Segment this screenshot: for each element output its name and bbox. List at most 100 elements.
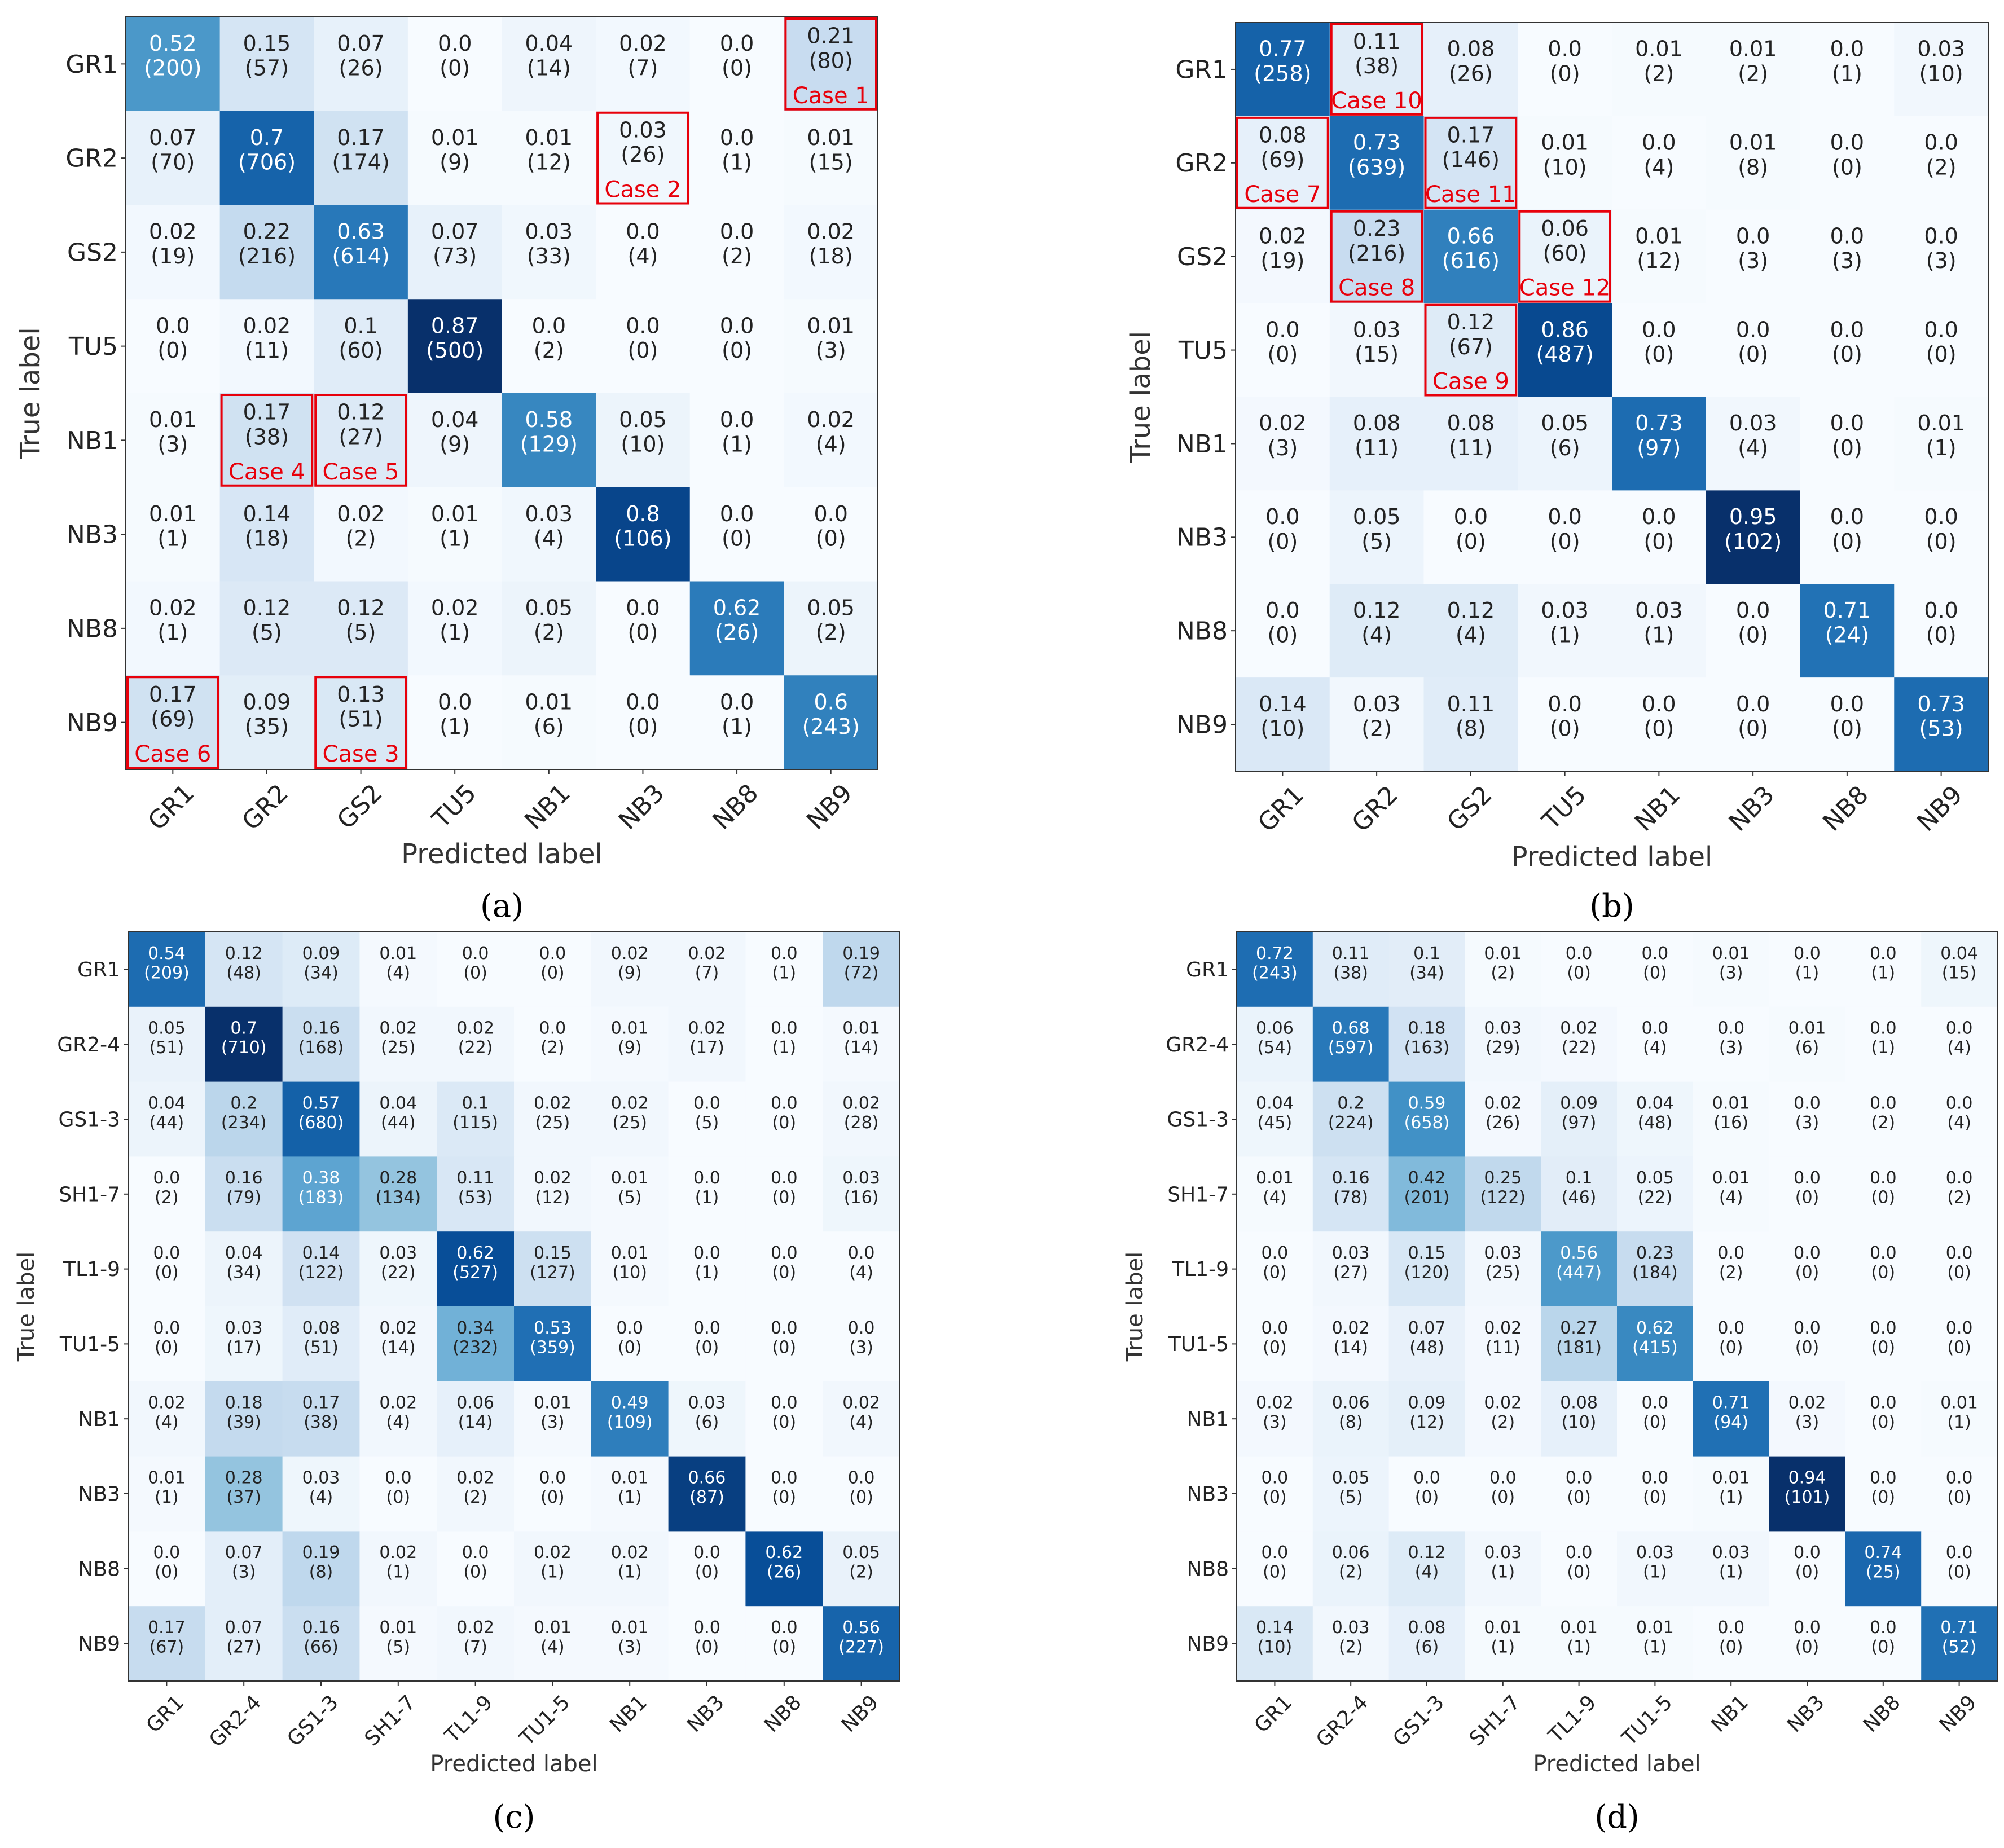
- matrix-cell: [1329, 209, 1424, 304]
- x-tick-label: SH1-7: [361, 1691, 420, 1750]
- matrix-cell: [126, 299, 221, 394]
- matrix-cell: [1894, 23, 1989, 117]
- cell-count: (0): [849, 1488, 873, 1507]
- cell-value: 0.0: [771, 1243, 798, 1263]
- matrix-cell: [823, 1231, 900, 1307]
- matrix-cell: [1921, 1306, 1998, 1382]
- matrix-cell: [359, 1006, 437, 1083]
- cell-count: (0): [722, 56, 752, 81]
- cell-count: (4): [1643, 1038, 1667, 1058]
- cell-value: 0.04: [1256, 1093, 1294, 1113]
- matrix-cell: [745, 1531, 823, 1607]
- matrix-cell: [437, 1081, 515, 1157]
- cell-value: 0.62: [765, 1543, 803, 1563]
- cell-count: (3): [1832, 248, 1862, 273]
- cell-value: 0.01: [1541, 130, 1589, 155]
- cell-count: (614): [332, 244, 389, 269]
- cell-value: 0.0: [1642, 317, 1676, 342]
- cell-value: 0.15: [1408, 1243, 1446, 1263]
- x-tick-label: NB1: [1707, 1691, 1753, 1737]
- matrix-cell: [1894, 209, 1989, 304]
- cell-count: (1): [386, 1563, 411, 1582]
- cell-count: (34): [226, 1263, 261, 1283]
- cell-count: (2): [1491, 1413, 1515, 1432]
- cell-value: 0.09: [1408, 1393, 1446, 1413]
- matrix-cell: [128, 932, 206, 1007]
- case-box: [1518, 210, 1611, 303]
- matrix-cell: [1800, 397, 1895, 491]
- matrix-cell: [745, 1456, 823, 1532]
- y-tick-label: GR2: [1175, 149, 1228, 178]
- cell-count: (1): [1871, 1038, 1896, 1058]
- matrix-cell: [1312, 1306, 1390, 1382]
- cell-count: (3): [232, 1563, 256, 1582]
- matrix-cell: [1465, 1381, 1541, 1457]
- case-box: [1236, 116, 1329, 209]
- matrix-cell: [126, 393, 221, 488]
- cell-value: 0.0: [1736, 223, 1770, 248]
- cell-count: (8): [309, 1563, 333, 1582]
- cell-value: 0.19: [302, 1543, 340, 1563]
- y-tick-label: TU1-5: [59, 1333, 120, 1356]
- cell-count: (2): [1947, 1188, 1971, 1208]
- cell-count: (0): [157, 338, 188, 363]
- cell-count: (34): [304, 963, 339, 983]
- matrix-cell: [1465, 1456, 1541, 1532]
- case-box: [596, 111, 689, 205]
- cell-count: (3): [1719, 1038, 1743, 1058]
- cell-count: (1): [1491, 1638, 1515, 1657]
- cell-count: (4): [540, 1638, 565, 1657]
- matrix-cell: [205, 1306, 283, 1382]
- matrix-cell: [1388, 932, 1465, 1007]
- matrix-cell: [502, 17, 596, 112]
- cell-count: (78): [1333, 1188, 1368, 1208]
- cell-count: (1): [1719, 1488, 1743, 1507]
- cell-count: (4): [1738, 435, 1768, 460]
- cell-value: 0.0: [539, 944, 566, 963]
- cell-count: (706): [238, 149, 296, 174]
- cell-value: 0.0: [720, 313, 754, 338]
- matrix-cell: [1541, 1306, 1618, 1382]
- cell-count: (0): [1871, 1413, 1896, 1432]
- cell-value: 0.08: [1259, 122, 1307, 147]
- matrix-cell: [1423, 397, 1518, 491]
- cell-count: (79): [226, 1188, 261, 1208]
- matrix-cell: [1921, 1456, 1998, 1532]
- matrix-cell: [282, 1156, 360, 1232]
- cell-count: (0): [1832, 342, 1862, 367]
- cell-value: 0.0: [848, 1243, 875, 1263]
- cell-value: 0.06: [1256, 1019, 1294, 1039]
- cell-count: (9): [618, 1038, 642, 1058]
- cell-count: (0): [1738, 342, 1768, 367]
- cell-count: (163): [1404, 1038, 1450, 1058]
- matrix-cell: [784, 487, 878, 582]
- cell-value: 0.05: [1636, 1168, 1674, 1188]
- matrix-cell: [282, 1006, 360, 1083]
- cell-count: (0): [1947, 1563, 1971, 1582]
- matrix-cell: [1921, 1531, 1998, 1607]
- cell-count: (3): [1263, 1413, 1287, 1432]
- cell-count: (97): [1637, 435, 1681, 460]
- cell-count: (1): [1491, 1563, 1515, 1582]
- matrix-cell: [126, 17, 221, 112]
- matrix-cell: [1388, 1606, 1465, 1682]
- cell-count: (0): [1871, 1638, 1896, 1657]
- cell-count: (4): [309, 1488, 333, 1507]
- matrix-cell: [1329, 303, 1424, 397]
- cell-value: 0.0: [1642, 1393, 1669, 1413]
- cell-value: 0.04: [1940, 944, 1978, 963]
- cell-count: (0): [155, 1263, 179, 1283]
- cell-value: 0.02: [148, 1393, 186, 1413]
- x-tick-label: NB3: [613, 778, 670, 835]
- cell-value: 0.0: [539, 1468, 566, 1488]
- cell-value: 0.0: [1924, 504, 1958, 529]
- cell-count: (2): [1491, 963, 1515, 983]
- cell-count: (0): [1947, 1337, 1971, 1357]
- cell-value: 0.42: [1408, 1168, 1446, 1188]
- cell-value: 0.6: [814, 689, 847, 714]
- cell-value: 0.01: [1940, 1393, 1978, 1413]
- x-tick-label: GS1-3: [283, 1691, 342, 1750]
- cell-count: (1): [157, 620, 188, 645]
- matrix-cell: [219, 17, 314, 112]
- matrix-cell: [668, 932, 746, 1007]
